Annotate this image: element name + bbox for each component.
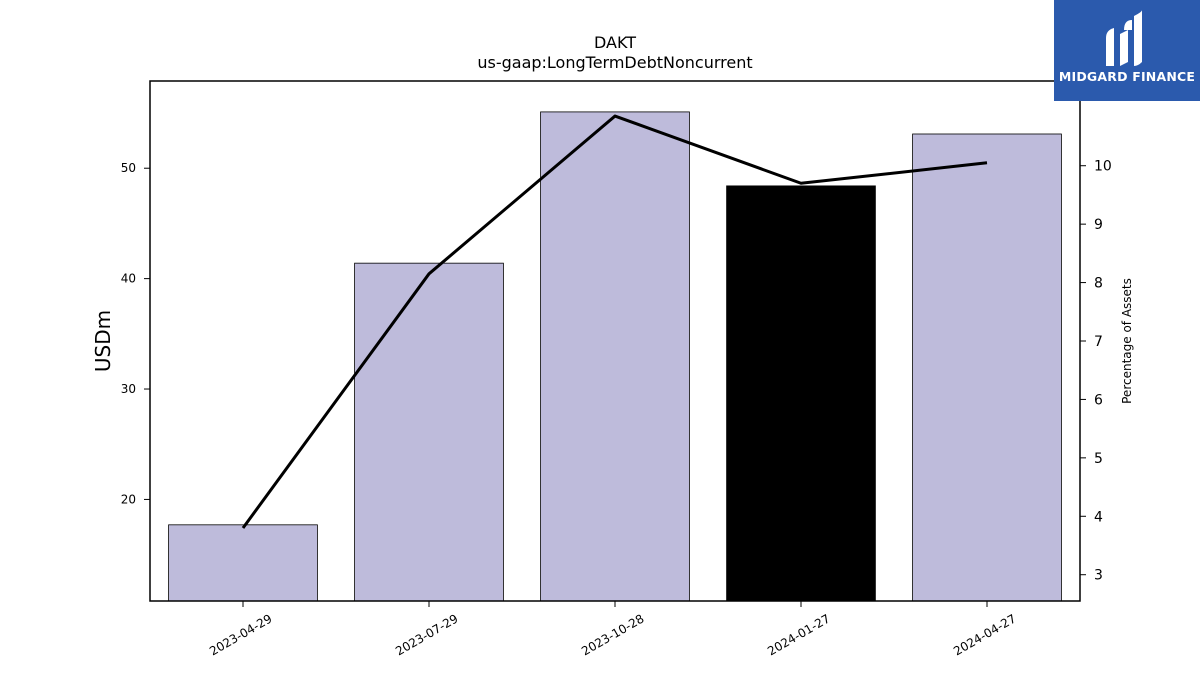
line-series <box>241 114 988 529</box>
x-tick-label: 2024-04-27 <box>951 611 1018 658</box>
y-axis-label: USDm <box>91 310 115 372</box>
x-tick-label: 2023-10-28 <box>579 611 646 658</box>
y2-tick-label: 7 <box>1094 334 1103 350</box>
y2-tick-label: 3 <box>1094 568 1103 584</box>
y-axis-right: 3 4 5 6 7 8 9 10 <box>1080 159 1112 584</box>
bar-2024-01-27 <box>726 185 876 602</box>
y-tick-label: 50 <box>121 161 136 175</box>
x-tick-label: 2024-01-27 <box>765 611 832 658</box>
y2-tick-label: 9 <box>1094 217 1103 233</box>
logo-text: MIDGARD FINANCE <box>1058 69 1196 84</box>
y-axis-left: 20 30 40 50 <box>121 161 150 506</box>
chart-title: DAKT <box>594 33 636 52</box>
logo-mark-icon <box>1106 10 1142 66</box>
midgard-finance-logo: MIDGARD FINANCE <box>1054 0 1200 101</box>
y2-axis-label: Percentage of Assets <box>1120 278 1134 404</box>
y2-tick-label: 4 <box>1094 509 1103 525</box>
bar-2023-10-28 <box>540 111 690 602</box>
bar-2023-04-29 <box>168 524 318 602</box>
x-tick-label: 2023-07-29 <box>393 611 460 658</box>
y2-tick-label: 6 <box>1094 392 1103 408</box>
y-tick-label: 30 <box>121 382 136 396</box>
y2-tick-label: 10 <box>1094 159 1112 175</box>
bar-2024-04-27 <box>912 133 1062 602</box>
y2-tick-label: 8 <box>1094 276 1103 292</box>
y2-tick-label: 5 <box>1094 451 1103 467</box>
x-tick-label: 2023-04-29 <box>207 611 274 658</box>
percentage-line <box>241 114 988 529</box>
bars <box>168 111 1062 602</box>
y-tick-label: 40 <box>121 272 136 286</box>
chart-subtitle: us-gaap:LongTermDebtNoncurrent <box>477 53 752 72</box>
y-tick-label: 20 <box>121 492 136 506</box>
x-axis: 2023-04-29 2023-07-29 2023-10-28 2024-01-27… <box>207 601 1019 658</box>
bar-2023-07-29 <box>354 262 504 602</box>
